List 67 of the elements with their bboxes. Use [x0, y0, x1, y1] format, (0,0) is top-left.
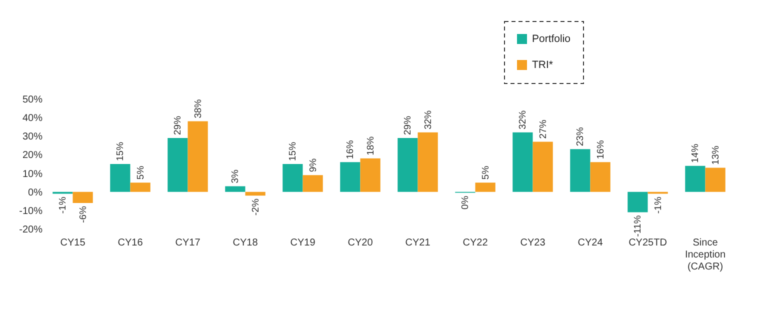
- bar: [360, 158, 380, 192]
- bar: [475, 182, 496, 192]
- bar: [168, 138, 188, 192]
- data-label: -2%: [250, 198, 262, 216]
- bar: [570, 149, 590, 192]
- bar: [418, 132, 438, 192]
- data-label: 5%: [135, 165, 146, 180]
- x-tick-label: CY18: [232, 238, 258, 248]
- x-tick-label: CY20: [348, 238, 374, 248]
- data-label: 16%: [595, 140, 606, 160]
- legend-label: TRI*: [532, 59, 553, 71]
- x-tick-label: CY22: [462, 238, 488, 248]
- data-label: 15%: [288, 141, 299, 161]
- x-tick-label: CY25TD: [628, 238, 667, 248]
- bar: [628, 192, 648, 212]
- data-label: -11%: [632, 214, 644, 237]
- bar: [340, 162, 360, 192]
- x-tick-label: CY15: [60, 238, 86, 248]
- data-label: 3%: [230, 169, 242, 184]
- y-tick-label: 10%: [22, 168, 43, 180]
- x-tick-label: CY24: [578, 238, 604, 248]
- bar: [685, 166, 706, 192]
- data-label: 23%: [575, 126, 586, 146]
- data-label: -1%: [652, 196, 664, 214]
- bar: [245, 192, 266, 196]
- data-label: 15%: [115, 141, 126, 161]
- x-tick-label: Since Inception (CAGR): [684, 238, 726, 272]
- data-label: 18%: [365, 136, 376, 156]
- bar: [72, 192, 93, 203]
- data-label: 9%: [308, 158, 319, 172]
- y-tick-label: 0%: [28, 187, 43, 198]
- bar: [512, 132, 533, 192]
- bar: [532, 142, 553, 192]
- data-label: 32%: [518, 110, 529, 130]
- data-label: 38%: [192, 98, 204, 118]
- y-tick-label: 30%: [22, 132, 43, 143]
- bar: [188, 121, 208, 192]
- x-tick-label: CY23: [520, 238, 546, 248]
- legend-label: Portfolio: [532, 33, 571, 45]
- bar: [130, 182, 150, 192]
- y-tick-label: -20%: [19, 224, 43, 236]
- bar: [282, 164, 303, 192]
- bar: [705, 168, 726, 192]
- x-tick-label: CY21: [405, 238, 431, 248]
- data-label: 32%: [422, 110, 434, 130]
- data-label: 14%: [690, 143, 702, 163]
- x-tick-label: CY19: [290, 238, 316, 248]
- data-label: -6%: [78, 205, 89, 223]
- data-label: 16%: [345, 140, 356, 160]
- x-tick-label: CY16: [118, 238, 144, 248]
- x-tick-label: CY17: [175, 238, 201, 248]
- bar: [225, 186, 246, 192]
- data-label: -1%: [58, 196, 69, 214]
- y-tick-label: -10%: [19, 206, 43, 217]
- data-label: 5%: [480, 165, 492, 180]
- data-label: 0%: [460, 195, 472, 210]
- y-tick-label: 40%: [22, 113, 43, 124]
- bar: [110, 164, 130, 192]
- data-label: 29%: [402, 115, 414, 135]
- y-tick-label: 50%: [22, 94, 43, 106]
- y-tick-label: 20%: [22, 150, 43, 162]
- bar: [398, 138, 418, 192]
- data-label: 29%: [172, 115, 184, 135]
- bar: [590, 162, 610, 192]
- data-label: 13%: [710, 145, 722, 165]
- bar: [302, 175, 323, 192]
- data-label: 27%: [538, 119, 549, 139]
